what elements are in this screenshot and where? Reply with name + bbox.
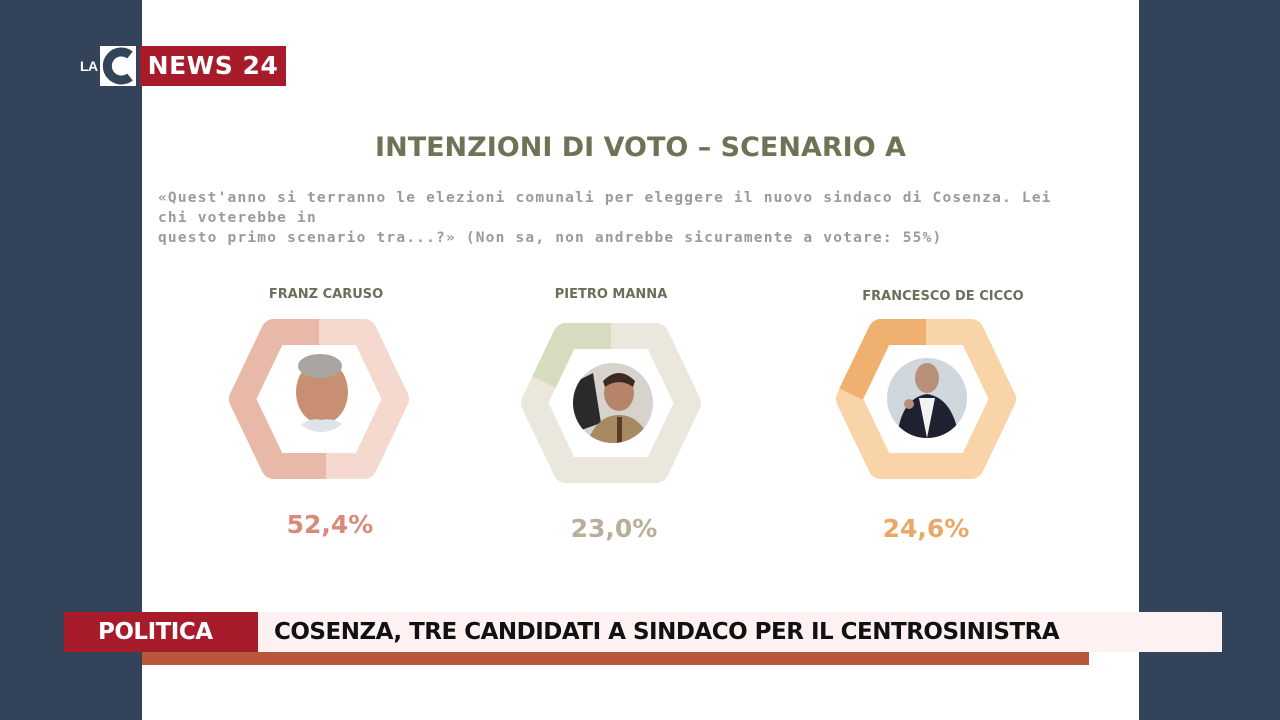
logo-prefix: LA [80,58,98,74]
candidate-photo-manna [573,363,653,443]
logo-name: NEWS 24 [139,46,287,86]
hexagon-gauge-decicco [836,319,1016,479]
survey-question: «Quest'anno si terranno le elezioni comu… [158,188,1088,248]
news-ticker: POLITICA COSENZA, TRE CANDIDATI A SINDAC… [64,612,1222,652]
accent-bar [142,652,1089,665]
candidate-name-caruso: FRANZ CARUSO [268,287,384,302]
ticker-category: POLITICA [64,612,258,652]
candidate-photo-caruso [286,352,356,432]
percent-caruso: 52,4% [286,510,374,539]
channel-logo: LA NEWS 24 [80,46,287,86]
hexagon-gauge-caruso [229,319,409,479]
question-line-1: «Quest'anno si terranno le elezioni comu… [158,190,1052,226]
percent-decicco: 24,6% [882,514,970,543]
ticker-headline: COSENZA, TRE CANDIDATI A SINDACO PER IL … [258,612,1222,652]
question-line-2: questo primo scenario tra...?» (Non sa, … [158,230,943,246]
candidate-photo-decicco [887,358,967,438]
candidate-name-decicco: FRANCESCO DE CICCO [862,289,1024,304]
hexagon-gauge-manna [521,323,701,483]
percent-manna: 23,0% [570,514,658,543]
slide-title: INTENZIONI DI VOTO – SCENARIO A [375,132,906,163]
logo-c-icon [99,46,136,86]
candidate-name-manna: PIETRO MANNA [554,287,668,302]
